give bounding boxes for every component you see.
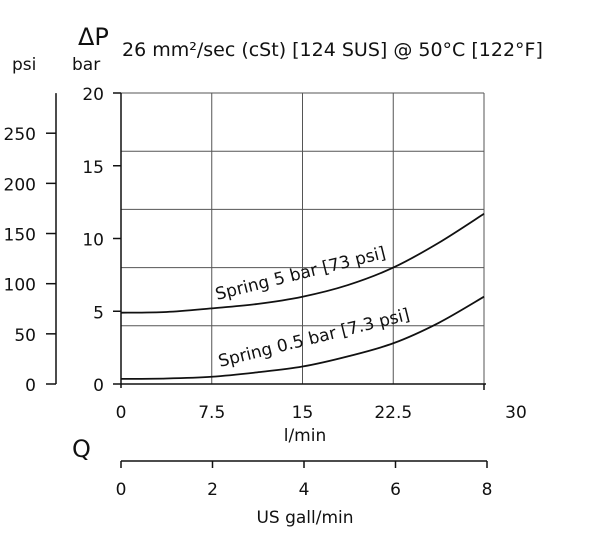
x2-tick-label: 2: [207, 480, 218, 500]
x-tick-label: 15: [292, 403, 314, 423]
psi-tick-label: 0: [25, 376, 36, 396]
y-tick-label: 20: [82, 85, 104, 105]
y-tick-label: 0: [93, 376, 104, 396]
psi-tick-label: 200: [4, 175, 36, 195]
series-line-1: [120, 295, 485, 380]
x-tick-label: 30: [505, 403, 527, 423]
x2-tick-label: 4: [299, 480, 310, 500]
x-tick-label: 0: [116, 403, 127, 423]
x2-tick-label: 6: [390, 480, 401, 500]
q-symbol: Q: [72, 435, 91, 463]
x-axis-label: l/min: [284, 426, 327, 446]
y-tick-label: 5: [93, 303, 104, 323]
psi-unit-label: psi: [12, 55, 36, 75]
chart-title: 26 mm²/sec (cSt) [124 SUS] @ 50°C [122°F…: [122, 39, 543, 61]
delta-p-label: ΔP: [78, 23, 109, 51]
psi-tick-label: 250: [4, 125, 36, 145]
x2-tick-label: 8: [482, 480, 493, 500]
x2-axis-label: US gall/min: [256, 508, 353, 528]
psi-tick-label: 100: [4, 276, 36, 296]
series-label-0: Spring 5 bar [73 psi]: [213, 243, 387, 305]
psi-tick-label: 50: [14, 326, 36, 346]
bar-unit-label: bar: [72, 55, 100, 75]
x2-tick-label: 0: [116, 480, 127, 500]
series-line-0: [120, 213, 485, 314]
x-tick-label: 7.5: [198, 403, 225, 423]
psi-tick-label: 150: [4, 226, 36, 246]
y-tick-label: 10: [82, 231, 104, 251]
x-tick-label: 22.5: [374, 403, 412, 423]
series-label-1: Spring 0.5 bar [7.3 psi]: [216, 305, 411, 372]
y-tick-label: 15: [82, 158, 104, 178]
